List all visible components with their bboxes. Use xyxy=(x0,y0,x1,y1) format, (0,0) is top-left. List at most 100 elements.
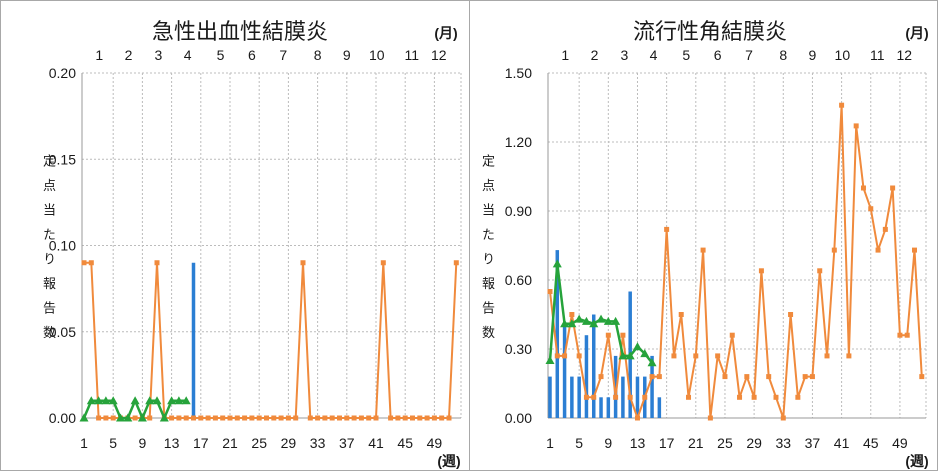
x-tick-label: 5 xyxy=(109,435,117,451)
bar xyxy=(621,376,625,418)
x-tick-label: 25 xyxy=(717,435,733,451)
x-tick-label: 45 xyxy=(863,435,879,451)
y-tick-label: 0.90 xyxy=(505,203,532,219)
data-point-square xyxy=(81,260,87,266)
data-point-square xyxy=(176,415,182,421)
bar xyxy=(650,355,654,418)
month-tick-label: 10 xyxy=(835,47,851,63)
month-axis-unit: (月) xyxy=(905,25,928,41)
data-point-triangle xyxy=(625,351,635,360)
data-point-square xyxy=(620,332,626,338)
data-point-square xyxy=(642,394,648,400)
y-axis-label: 定点当たり報告数 xyxy=(480,154,495,350)
line-series xyxy=(549,104,923,419)
data-point-square xyxy=(373,415,379,421)
y-tick-label: 0.10 xyxy=(49,238,76,254)
month-tick-label: 8 xyxy=(314,47,322,63)
data-point-square xyxy=(737,394,743,400)
month-tick-label: 11 xyxy=(870,47,885,63)
data-point-square xyxy=(191,415,196,421)
data-point-square xyxy=(337,415,342,421)
data-point-square xyxy=(897,332,903,338)
data-point-square xyxy=(634,415,640,421)
data-point-square xyxy=(264,415,269,421)
data-point-triangle xyxy=(545,356,555,364)
data-point-square xyxy=(300,260,306,266)
data-point-square xyxy=(285,415,291,421)
data-point-square xyxy=(809,374,815,380)
month-tick-label: 1 xyxy=(561,47,569,63)
y-tick-label: 0.15 xyxy=(49,151,76,167)
data-point-triangle xyxy=(574,314,584,323)
data-point-square xyxy=(853,123,859,129)
x-tick-label: 33 xyxy=(775,435,791,451)
data-point-square xyxy=(388,415,394,421)
x-tick-label: 21 xyxy=(222,435,238,451)
bar xyxy=(613,355,618,418)
x-tick-label: 21 xyxy=(688,435,704,451)
data-point-square xyxy=(183,415,189,421)
data-point-triangle xyxy=(123,413,133,422)
data-point-square xyxy=(591,394,597,400)
right-chart-panel: 0.00 0.30 0.60 0.90 1.20 1.50 1 5 9 13 17 21 25 29 33 3… xyxy=(469,0,938,471)
data-point-triangle xyxy=(130,396,140,405)
data-point-square xyxy=(103,415,109,421)
data-point-square xyxy=(554,353,560,359)
data-point-square xyxy=(795,394,801,400)
data-point-square xyxy=(758,268,764,274)
data-point-square xyxy=(904,332,910,338)
data-point-triangle xyxy=(159,413,169,422)
bar xyxy=(555,250,560,418)
x-tick-label: 13 xyxy=(164,435,180,451)
y-tick-label: 0.00 xyxy=(49,410,76,426)
bar xyxy=(635,376,640,418)
data-point-square xyxy=(773,394,779,400)
data-point-square xyxy=(256,415,262,421)
data-point-triangle xyxy=(647,358,657,367)
data-point-square xyxy=(583,394,589,400)
data-point-square xyxy=(410,415,415,421)
data-point-square xyxy=(315,415,321,421)
x-tick-label: 49 xyxy=(892,435,908,451)
data-point-square xyxy=(598,374,604,380)
data-point-square xyxy=(205,415,211,421)
x-tick-label: 9 xyxy=(604,435,612,451)
data-point-triangle xyxy=(116,413,125,422)
data-point-square xyxy=(446,415,452,421)
data-point-square xyxy=(605,332,611,338)
month-tick-label: 5 xyxy=(682,47,690,63)
bar xyxy=(599,397,603,418)
data-point-square xyxy=(627,394,633,400)
month-tick-label: 1 xyxy=(95,47,103,63)
month-tick-label: 2 xyxy=(125,47,133,63)
y-tick-label: 0.30 xyxy=(505,341,532,357)
data-point-square xyxy=(729,332,735,338)
y-tick-label: 0.60 xyxy=(505,272,532,288)
y-tick-label: 1.20 xyxy=(505,134,532,150)
data-point-square xyxy=(198,415,204,421)
data-point-square xyxy=(678,312,684,317)
data-point-square xyxy=(788,312,794,317)
data-point-square xyxy=(249,415,255,421)
data-point-square xyxy=(766,374,772,380)
data-point-square xyxy=(919,374,925,380)
data-point-square xyxy=(424,415,430,421)
bar xyxy=(562,323,567,418)
data-point-square xyxy=(686,394,692,400)
bar xyxy=(584,335,589,418)
x-tick-label: 37 xyxy=(339,435,355,451)
month-tick-label: 9 xyxy=(343,47,351,63)
x-tick-label: 9 xyxy=(139,435,147,451)
x-tick-label: 37 xyxy=(805,435,821,451)
data-point-square xyxy=(271,415,277,421)
data-point-square xyxy=(656,374,662,380)
data-point-triangle xyxy=(552,259,562,268)
data-point-square xyxy=(431,415,437,421)
data-point-triangle xyxy=(108,396,118,405)
data-point-triangle xyxy=(86,396,96,405)
data-point-square xyxy=(744,374,750,380)
left-chart-panel: 0.00 0.05 0.10 0.15 0.20 1 5 9 13 17 21 25 29 33 37 41 4… xyxy=(0,0,470,471)
data-point-square xyxy=(860,185,866,191)
data-point-square xyxy=(358,415,364,421)
marks-layer xyxy=(545,102,925,421)
